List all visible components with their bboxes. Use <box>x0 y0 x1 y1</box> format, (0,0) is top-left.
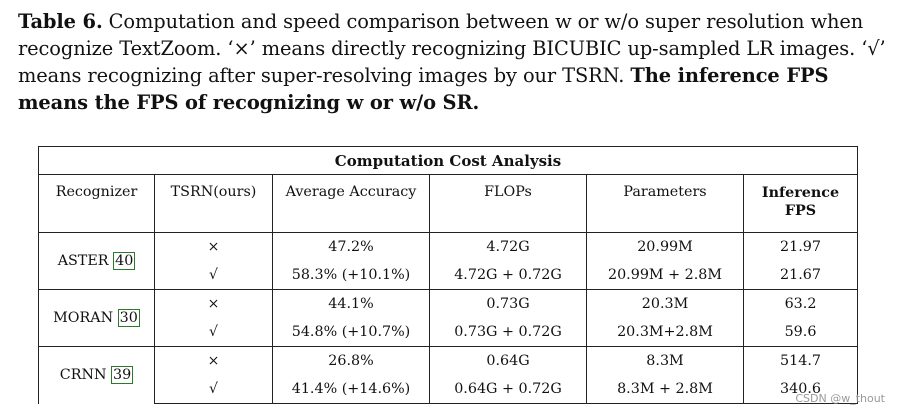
fps-cell: 514.7 <box>743 346 858 375</box>
fps-cell: 59.6 <box>743 318 858 347</box>
caption-text: Computation and speed comparison between… <box>18 10 886 87</box>
table-row: √ 54.8% (+10.7%) 0.73G + 0.72G 20.3M+2.8… <box>39 318 858 347</box>
flops-cell: 0.64G <box>429 346 587 375</box>
citation-link[interactable]: 40 <box>113 252 136 270</box>
recognizer-name: CRNN <box>59 367 107 384</box>
tsrn-mark: × <box>154 232 273 261</box>
recognizer-cell: MORAN 30 <box>38 289 155 347</box>
flops-cell: 4.72G + 0.72G <box>429 261 587 290</box>
table-row: CRNN 39 × 26.8% 0.64G 8.3M 514.7 <box>38 346 858 404</box>
fps-cell: 21.67 <box>743 261 858 290</box>
table-caption: Table 6. Computation and speed compariso… <box>18 8 888 116</box>
table-row: √ 41.4% (+14.6%) 0.64G + 0.72G 8.3M + 2.… <box>39 375 858 404</box>
fps-cell: 21.97 <box>743 232 858 261</box>
params-cell: 8.3M <box>586 346 744 375</box>
recognizer-cell: CRNN 39 <box>38 346 155 404</box>
params-cell: 8.3M + 2.8M <box>586 375 744 404</box>
tsrn-mark: × <box>154 346 273 375</box>
header-inference-line1: Inference <box>761 185 840 201</box>
header-tsrn: TSRN(ours) <box>154 174 273 233</box>
accuracy-cell: 54.8% (+10.7%) <box>272 318 430 347</box>
tsrn-mark: √ <box>154 375 273 404</box>
tsrn-mark: √ <box>154 261 273 290</box>
fps-cell: 63.2 <box>743 289 858 318</box>
table-row: ASTER 40 × 47.2% 4.72G 20.99M 21.97 <box>38 232 858 290</box>
table-row: MORAN 30 × 44.1% 0.73G 20.3M 63.2 <box>38 289 858 347</box>
params-cell: 20.99M + 2.8M <box>586 261 744 290</box>
computation-cost-table: Computation Cost Analysis Recognizer TSR… <box>38 146 858 404</box>
tsrn-mark: × <box>154 289 273 318</box>
accuracy-cell: 47.2% <box>272 232 430 261</box>
recognizer-name: MORAN <box>53 310 114 326</box>
flops-cell: 0.64G + 0.72G <box>429 375 587 404</box>
params-cell: 20.99M <box>586 232 744 261</box>
citation-link[interactable]: 39 <box>111 366 134 385</box>
flops-cell: 0.73G + 0.72G <box>429 318 587 347</box>
accuracy-cell: 41.4% (+14.6%) <box>272 375 430 404</box>
header-flops: FLOPs <box>429 174 587 233</box>
recognizer-name: ASTER <box>57 253 109 269</box>
caption-bold-tail: The inference FPS means the FPS of recog… <box>18 64 829 114</box>
params-cell: 20.3M <box>586 289 744 318</box>
citation-link[interactable]: 30 <box>117 309 140 327</box>
params-cell: 20.3M+2.8M <box>586 318 744 347</box>
fps-cell: 340.6 <box>743 375 858 404</box>
accuracy-cell: 44.1% <box>272 289 430 318</box>
flops-cell: 4.72G <box>429 232 587 261</box>
flops-cell: 0.73G <box>429 289 587 318</box>
recognizer-cell: ASTER 40 <box>38 232 155 290</box>
watermark: CSDN @w_thout <box>795 392 885 405</box>
table-row: √ 58.3% (+10.1%) 4.72G + 0.72G 20.99M + … <box>39 261 858 290</box>
header-recognizer: Recognizer <box>38 174 155 233</box>
accuracy-cell: 26.8% <box>272 346 430 375</box>
header-inference-fps: Inference FPS <box>743 174 858 233</box>
caption-label: Table 6. <box>18 10 103 33</box>
header-row: Recognizer TSRN(ours) Average Accuracy F… <box>38 174 858 233</box>
tsrn-mark: √ <box>154 318 273 347</box>
table-title: Computation Cost Analysis <box>38 146 858 175</box>
header-average-accuracy: Average Accuracy <box>272 174 430 233</box>
header-parameters: Parameters <box>586 174 744 233</box>
accuracy-cell: 58.3% (+10.1%) <box>272 261 430 290</box>
header-inference-line2: FPS <box>784 203 817 219</box>
